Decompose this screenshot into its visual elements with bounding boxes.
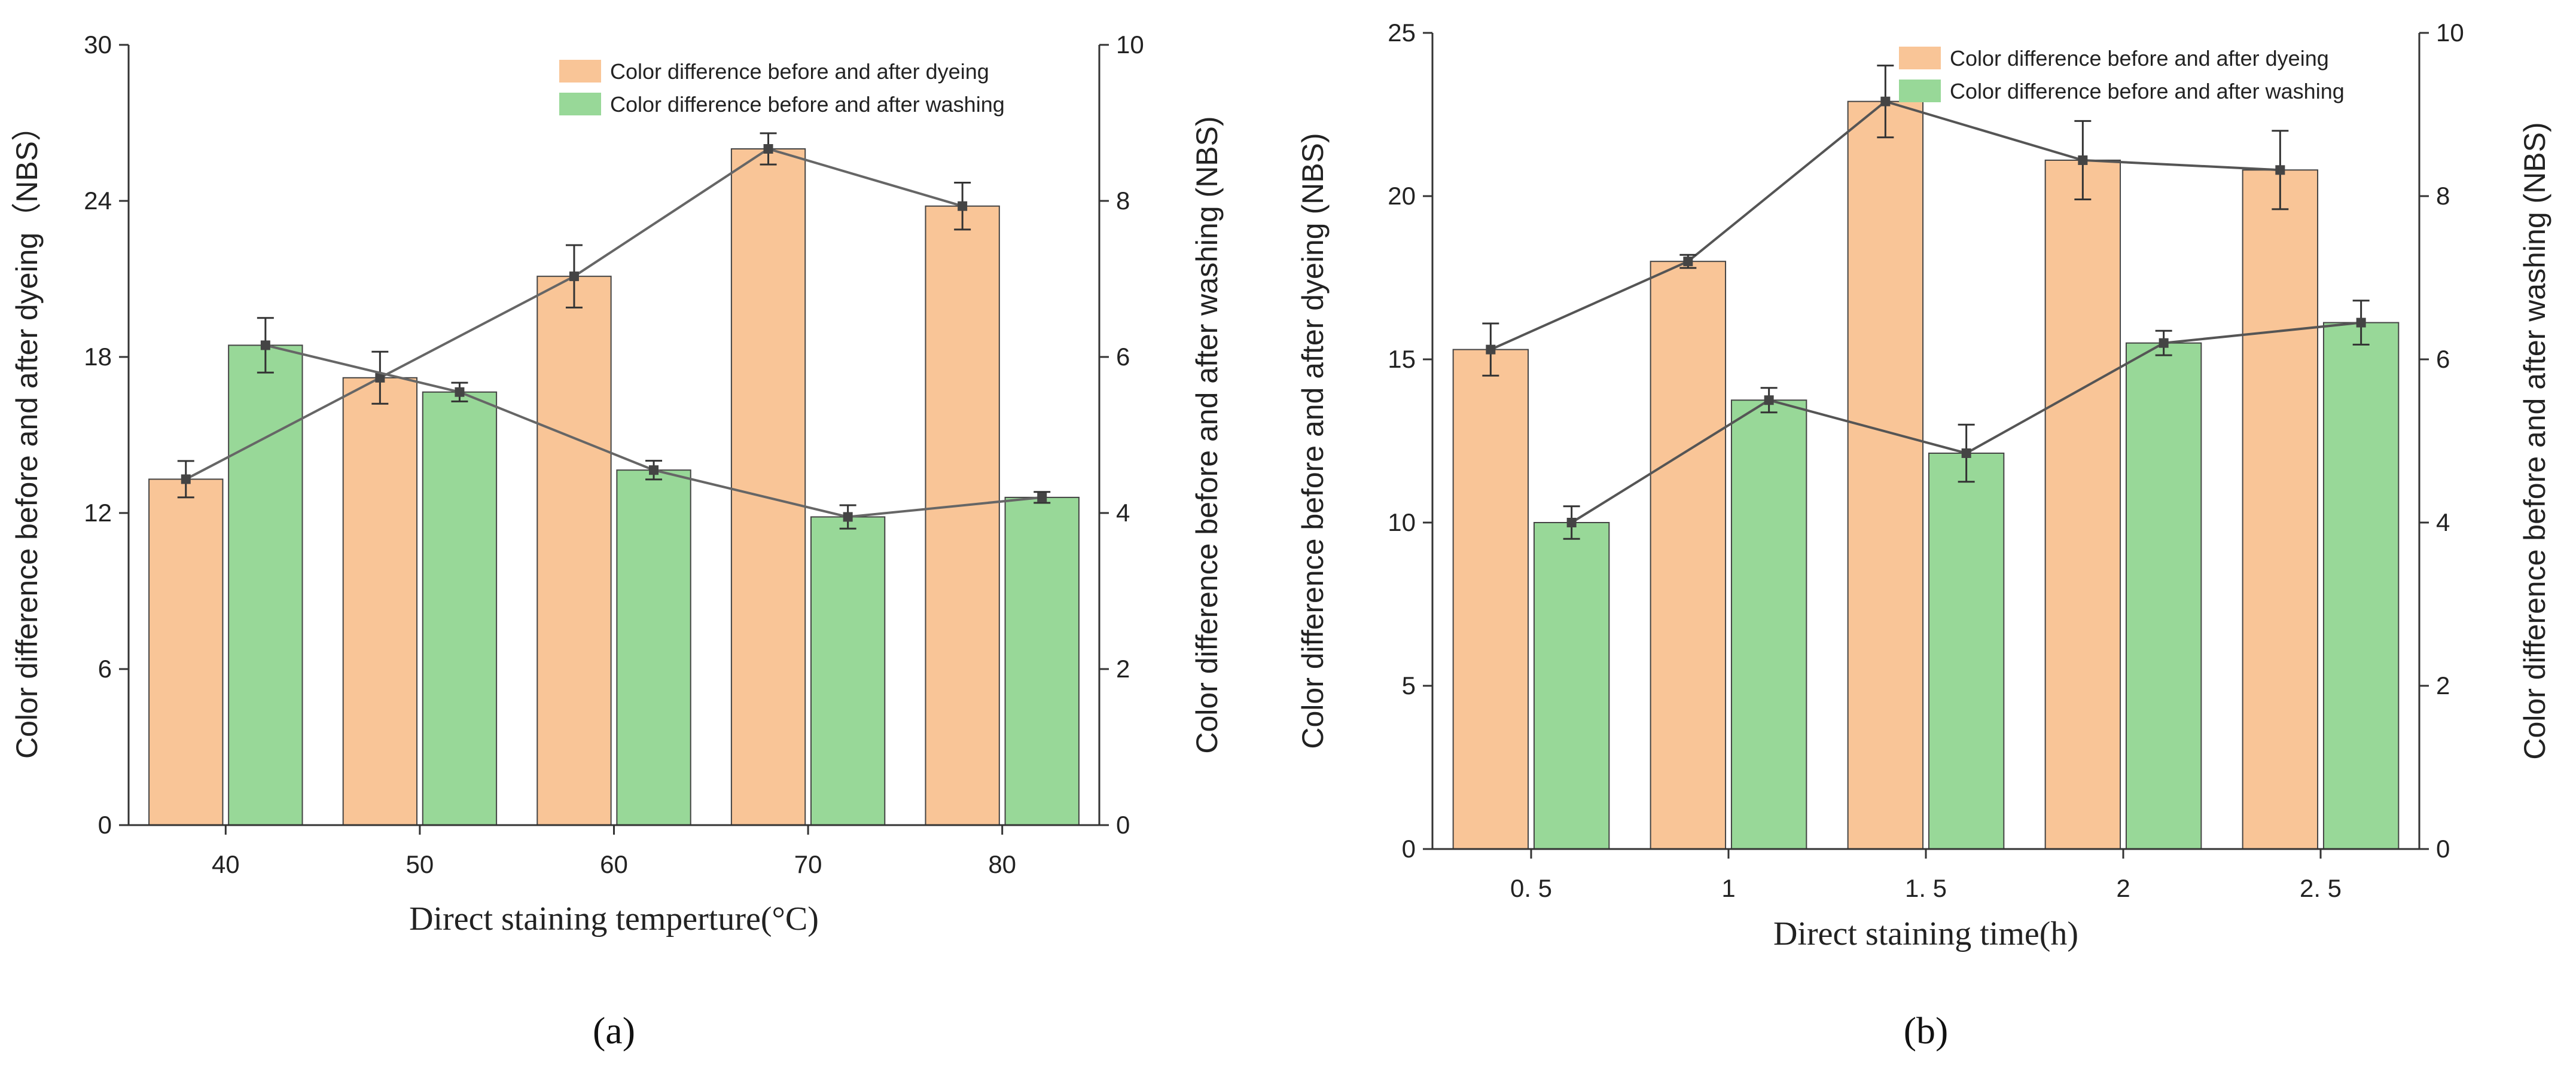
y-left-tick-label: 0 — [1402, 835, 1416, 863]
y-left-tick-label: 10 — [1388, 508, 1416, 536]
y-right-axis-title: Color difference before and after washin… — [2518, 122, 2551, 759]
bar-washing — [228, 344, 303, 826]
bar-dyeing — [1650, 261, 1727, 850]
data-point-dyeing — [958, 201, 968, 211]
bar-washing — [2322, 322, 2400, 850]
legend-swatch-washing — [1899, 80, 1941, 102]
x-tick-label: 80 — [988, 850, 1016, 878]
x-tick-label: 40 — [212, 850, 240, 878]
y-right-tick-label: 2 — [1116, 655, 1130, 683]
legend-label-washing: Color difference before and after washin… — [1950, 79, 2345, 103]
bar-dyeing — [2044, 159, 2121, 850]
bar-washing — [1730, 399, 1807, 850]
legend-label-dyeing: Color difference before and after dyeing — [610, 59, 989, 84]
data-point-washing — [2159, 338, 2169, 348]
data-point-dyeing — [763, 144, 773, 154]
y-right-tick-label: 0 — [2436, 835, 2450, 863]
bar-washing — [422, 391, 498, 826]
x-tick-label: 1 — [1721, 874, 1735, 902]
data-point-dyeing — [1880, 96, 1891, 106]
bar-washing — [616, 469, 691, 826]
data-point-washing — [1566, 518, 1577, 527]
data-point-washing — [260, 340, 270, 350]
data-point-washing — [843, 512, 853, 522]
y-left-axis-title: Color difference before and after dyeing… — [1296, 133, 1330, 749]
y-right-tick-label: 4 — [1116, 499, 1130, 527]
legend: Color difference before and after dyeing… — [1899, 46, 2345, 103]
bar-dyeing — [2242, 169, 2319, 850]
bar-dyeing — [342, 377, 418, 826]
data-point-washing — [1961, 448, 1971, 458]
x-axis-title: Direct staining temperture(°C) — [409, 900, 819, 938]
y-left-tick-label: 6 — [98, 655, 112, 683]
x-tick-label: 60 — [600, 850, 628, 878]
data-point-dyeing — [375, 372, 385, 383]
chart-panel-b: 0 5 10 15 20 25 0 2 4 6 8 10 0. 5 1 1. 5 2 2. 5 Direct st… — [1296, 19, 2551, 1052]
y-right-tick-label: 2 — [2436, 671, 2450, 700]
bar-washing — [2125, 342, 2202, 850]
legend: Color difference before and after dyeing… — [559, 59, 1005, 117]
y-left-tick-label: 0 — [98, 811, 112, 839]
y-left-tick-label: 18 — [84, 343, 112, 371]
panel-label: (b) — [1904, 1009, 1949, 1052]
bar-washing — [1004, 496, 1080, 826]
x-tick-label: 70 — [794, 850, 822, 878]
y-left-tick-label: 15 — [1388, 345, 1416, 373]
bar-dyeing — [925, 205, 1000, 826]
legend-swatch-dyeing — [1899, 47, 1941, 69]
y-right-tick-label: 0 — [1116, 811, 1130, 839]
data-point-dyeing — [569, 271, 579, 282]
x-tick-label: 2 — [2116, 874, 2130, 902]
bar-washing — [1928, 452, 2005, 850]
data-point-dyeing — [2275, 165, 2285, 175]
y-left-axis-title: Color difference before and after dyeing… — [10, 111, 44, 759]
y-left-tick-label: 30 — [84, 30, 112, 59]
data-point-washing — [2356, 317, 2366, 328]
y-right-tick-label: 4 — [2436, 508, 2450, 536]
x-tick-label: 0. 5 — [1510, 874, 1552, 902]
data-point-dyeing — [1486, 344, 1496, 355]
data-point-washing — [1764, 395, 1774, 405]
bar-dyeing — [730, 148, 806, 826]
y-right-tick-label: 6 — [1116, 343, 1130, 371]
legend-label-dyeing: Color difference before and after dyeing — [1950, 46, 2329, 71]
y-right-tick-label: 8 — [2436, 182, 2450, 210]
y-left-tick-label: 12 — [84, 499, 112, 527]
y-left-tick-label: 25 — [1388, 19, 1416, 47]
data-point-dyeing — [2078, 155, 2088, 165]
data-point-dyeing — [181, 474, 191, 484]
y-right-tick-label: 6 — [2436, 345, 2450, 373]
y-left-tick-label: 5 — [1402, 671, 1416, 700]
legend-label-washing: Color difference before and after washin… — [610, 92, 1005, 117]
x-tick-label: 2. 5 — [2300, 874, 2342, 902]
y-right-tick-label: 10 — [2436, 19, 2464, 47]
data-point-dyeing — [1683, 256, 1693, 267]
bar-washing — [810, 516, 886, 826]
bar-dyeing — [536, 276, 612, 826]
data-point-washing — [455, 387, 465, 397]
bar-dyeing — [1452, 349, 1529, 850]
bar-dyeing — [1847, 100, 1924, 850]
y-right-axis-title: Color difference before and after washin… — [1190, 116, 1224, 753]
bar-washing — [1533, 522, 1610, 850]
x-tick-label: 50 — [406, 850, 434, 878]
legend-swatch-dyeing — [559, 60, 601, 83]
y-right-tick-label: 8 — [1116, 187, 1130, 215]
bar-dyeing — [148, 478, 224, 826]
panel-label: (a) — [593, 1009, 635, 1052]
y-right-tick-label: 10 — [1116, 30, 1144, 59]
x-axis-title: Direct staining time(h) — [1773, 915, 2078, 952]
data-point-washing — [1037, 492, 1047, 502]
y-left-tick-label: 24 — [84, 187, 112, 215]
x-tick-label: 1. 5 — [1905, 874, 1947, 902]
data-point-washing — [649, 465, 659, 475]
y-left-tick-label: 20 — [1388, 182, 1416, 210]
legend-swatch-washing — [559, 93, 601, 115]
